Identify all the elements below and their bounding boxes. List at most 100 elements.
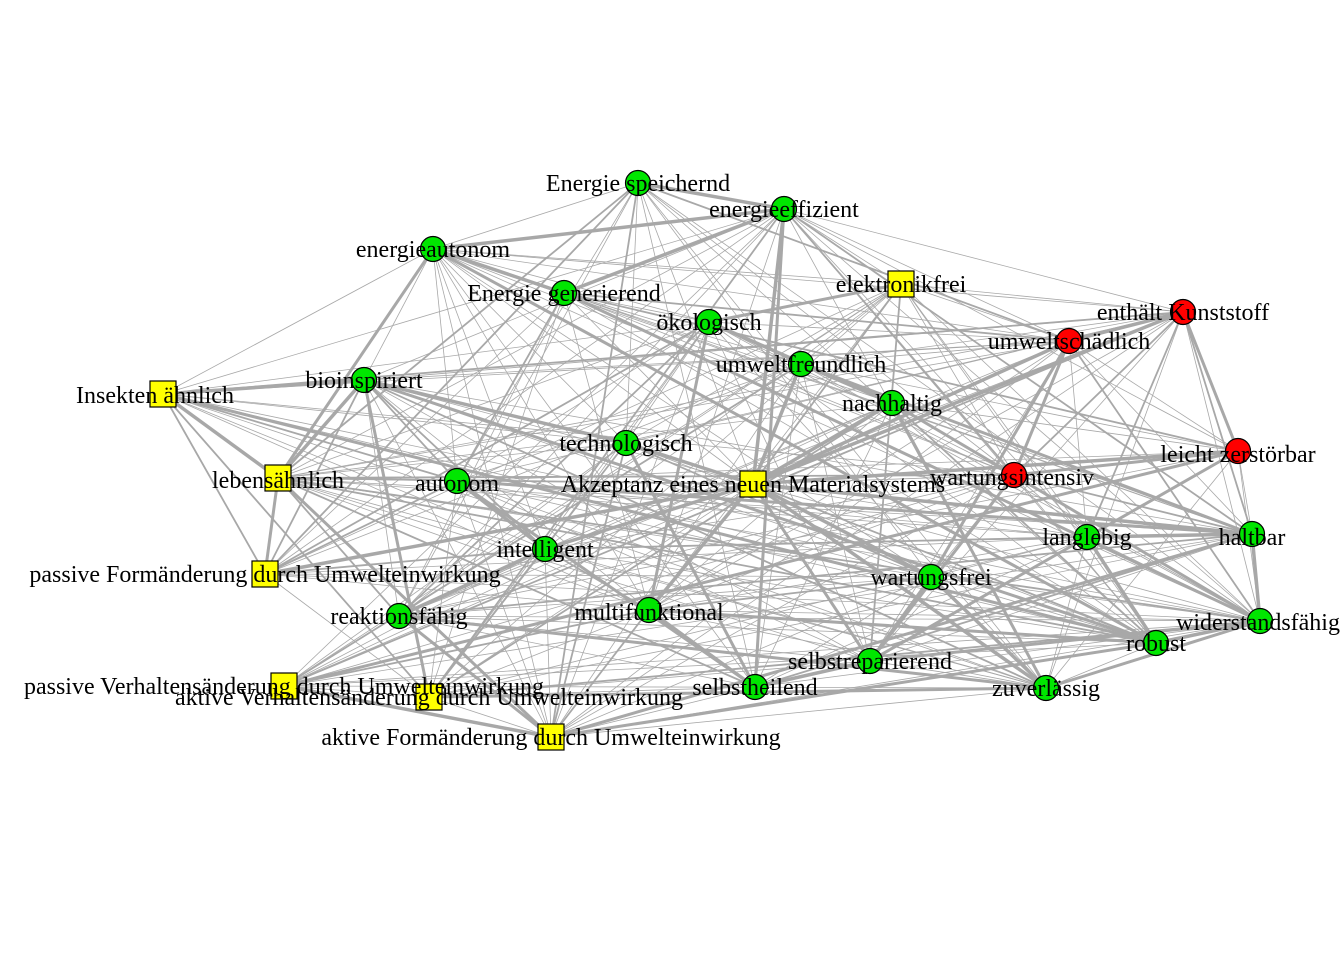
edge bbox=[550, 609, 650, 738]
edge bbox=[544, 474, 1015, 550]
edge-strong bbox=[1250, 533, 1262, 622]
edge bbox=[456, 480, 1157, 644]
node-bioinspiriert[interactable] bbox=[350, 366, 378, 394]
node-wartungsfrei[interactable] bbox=[917, 563, 945, 591]
edge bbox=[783, 208, 1253, 535]
label-multifunktional: multifunktional bbox=[574, 600, 724, 626]
edge bbox=[162, 321, 710, 395]
edge bbox=[800, 283, 902, 365]
edge bbox=[456, 182, 639, 482]
label-intelligent: intelligent bbox=[496, 537, 594, 563]
edge bbox=[264, 548, 546, 575]
edge bbox=[428, 660, 871, 698]
edge bbox=[1182, 311, 1261, 622]
edge bbox=[398, 615, 1261, 622]
node-autonom[interactable] bbox=[443, 467, 471, 495]
node-selbstheilend[interactable] bbox=[741, 673, 769, 701]
edge bbox=[563, 292, 754, 485]
edge bbox=[930, 576, 1261, 622]
edge bbox=[1068, 340, 1239, 452]
edge bbox=[544, 548, 650, 611]
label-energie_speichernd: Energie speichernd bbox=[546, 171, 730, 197]
label-elektronikfrei: elektronikfrei bbox=[836, 272, 967, 298]
edge bbox=[752, 483, 1088, 538]
label-energieeffizient: energieeffizient bbox=[709, 197, 859, 223]
edge bbox=[263, 477, 280, 575]
edge-strong bbox=[544, 482, 754, 551]
edge bbox=[264, 573, 650, 611]
edge bbox=[162, 248, 434, 395]
node-nachhaltig[interactable] bbox=[878, 389, 906, 417]
edge bbox=[1012, 340, 1071, 476]
edge bbox=[264, 283, 902, 575]
edge bbox=[930, 576, 1157, 644]
node-haltbar[interactable] bbox=[1238, 520, 1266, 548]
edge bbox=[563, 292, 1070, 342]
edge bbox=[432, 248, 1261, 622]
node-wartungsintensiv[interactable] bbox=[1000, 461, 1028, 489]
edge bbox=[783, 208, 1157, 644]
node-layer bbox=[149, 169, 1274, 751]
node-lebensaehnlich[interactable] bbox=[264, 464, 292, 492]
edge bbox=[283, 363, 802, 687]
node-intelligent[interactable] bbox=[531, 535, 559, 563]
edge bbox=[277, 477, 754, 485]
node-selbstreparierend[interactable] bbox=[856, 647, 884, 675]
node-umweltfreundlich[interactable] bbox=[787, 350, 815, 378]
node-langlebig[interactable] bbox=[1073, 523, 1101, 551]
node-aktive_formaenderung[interactable] bbox=[537, 723, 565, 751]
label-nachhaltig: nachhaltig bbox=[842, 391, 942, 417]
edge bbox=[283, 685, 430, 698]
edge bbox=[428, 696, 552, 738]
edge bbox=[783, 208, 1184, 313]
edge bbox=[162, 208, 785, 395]
edge bbox=[891, 401, 1261, 623]
node-oekologisch[interactable] bbox=[695, 308, 723, 336]
node-energieeffizient[interactable] bbox=[770, 195, 798, 223]
edge bbox=[398, 321, 710, 617]
node-aktive_verhaltensaenderung[interactable] bbox=[415, 683, 443, 711]
edge bbox=[428, 620, 1261, 698]
label-autonom: autonom bbox=[415, 471, 499, 497]
edge bbox=[277, 477, 871, 662]
edge bbox=[398, 402, 893, 617]
node-leicht_zerstoerbar[interactable] bbox=[1224, 437, 1252, 465]
node-robust[interactable] bbox=[1142, 629, 1170, 657]
edge-strong bbox=[1085, 536, 1158, 644]
edge bbox=[432, 248, 458, 482]
node-energie_speichernd[interactable] bbox=[624, 169, 652, 197]
edge bbox=[398, 576, 932, 617]
node-passive_formaenderung[interactable] bbox=[251, 560, 279, 588]
edge bbox=[869, 283, 902, 662]
edge bbox=[277, 477, 1261, 622]
node-elektronikfrei[interactable] bbox=[887, 270, 915, 298]
node-reaktionsfaehig[interactable] bbox=[385, 602, 413, 630]
node-energie_generierend[interactable] bbox=[550, 279, 578, 307]
node-insektenaehnlich[interactable] bbox=[149, 380, 177, 408]
node-akzeptanz[interactable] bbox=[739, 470, 767, 498]
edge bbox=[1068, 340, 1253, 535]
edge bbox=[708, 282, 902, 324]
edge-strong bbox=[751, 363, 803, 485]
edge bbox=[162, 393, 266, 575]
edge-strong bbox=[161, 392, 280, 480]
edge bbox=[283, 483, 754, 687]
edge-strong bbox=[276, 378, 366, 480]
edge-strong bbox=[432, 247, 565, 295]
edge bbox=[550, 686, 756, 738]
edge bbox=[264, 208, 785, 575]
node-technologisch[interactable] bbox=[612, 429, 640, 457]
node-energieautonom[interactable] bbox=[419, 235, 447, 263]
edge bbox=[550, 687, 1047, 738]
edge bbox=[753, 208, 786, 688]
edge bbox=[550, 340, 1070, 738]
node-passive_verhaltensaenderung[interactable] bbox=[270, 672, 298, 700]
edge bbox=[929, 340, 1071, 578]
node-enthaelt_kunststoff[interactable] bbox=[1169, 298, 1197, 326]
edge bbox=[277, 477, 650, 611]
node-widerstandsfaehig[interactable] bbox=[1246, 607, 1274, 635]
node-zuverlaessig[interactable] bbox=[1032, 674, 1060, 702]
node-multifunktional[interactable] bbox=[635, 596, 663, 624]
node-umweltschaedlich[interactable] bbox=[1055, 327, 1083, 355]
